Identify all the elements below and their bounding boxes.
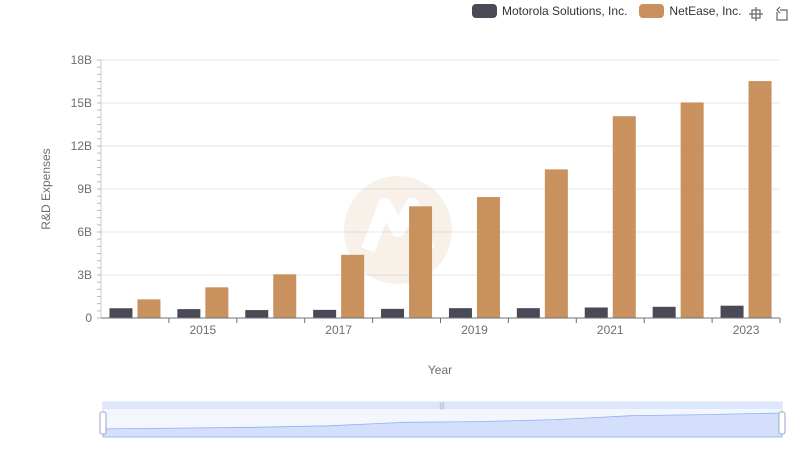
y-tick-label: 15B <box>71 96 92 110</box>
x-tick-label: 2015 <box>189 323 216 337</box>
legend: Motorola Solutions, Inc. NetEase, Inc. <box>472 4 753 18</box>
x-axis-title: Year <box>428 363 452 377</box>
bar-netease[interactable] <box>544 169 568 318</box>
legend-item-netease[interactable]: NetEase, Inc. <box>639 4 741 18</box>
bar-netease[interactable] <box>680 102 704 318</box>
bar-motorola[interactable] <box>448 308 472 318</box>
zoom-grip-icon[interactable]: ||| <box>439 403 445 410</box>
bar-netease[interactable] <box>273 274 297 318</box>
x-tick-label: 2023 <box>733 323 760 337</box>
grid-lines <box>101 59 780 276</box>
bar-netease[interactable] <box>205 287 229 318</box>
bar-netease[interactable] <box>612 116 636 318</box>
y-tick-label: 3B <box>77 268 92 282</box>
zoom-handle-left[interactable] <box>99 411 107 435</box>
bar-motorola[interactable] <box>245 310 269 318</box>
bar-motorola[interactable] <box>584 307 608 318</box>
bar-motorola[interactable] <box>109 308 133 318</box>
bar-motorola[interactable] <box>177 309 201 318</box>
x-tick-label: 2019 <box>461 323 488 337</box>
legend-swatch-motorola <box>472 4 497 18</box>
bar-netease[interactable] <box>137 299 161 318</box>
x-tick-label: 2021 <box>597 323 624 337</box>
y-tick-label: 9B <box>77 182 92 196</box>
toolbox <box>748 6 790 22</box>
y-tick-label: 0 <box>85 311 92 325</box>
bar-motorola[interactable] <box>720 305 744 318</box>
legend-label-netease: NetEase, Inc. <box>669 4 742 18</box>
bar-netease[interactable] <box>748 81 772 318</box>
zoom-icon[interactable] <box>748 6 764 22</box>
y-axis-title: R&D Expenses <box>39 148 53 229</box>
x-tick-label: 2017 <box>325 323 352 337</box>
bar-motorola[interactable] <box>313 309 337 318</box>
bar-netease[interactable] <box>476 197 500 318</box>
zoom-top-bar[interactable] <box>103 402 782 409</box>
bar-netease[interactable] <box>341 254 365 318</box>
restore-icon[interactable] <box>774 6 790 22</box>
bar-motorola[interactable] <box>652 306 676 318</box>
bar-motorola[interactable] <box>381 308 405 318</box>
zoom-handle-right[interactable] <box>778 411 786 435</box>
y-axis-ticks: 0 3B 6B 9B 12B 15B 18B <box>71 53 101 325</box>
bar-motorola[interactable] <box>516 308 540 318</box>
y-tick-label: 12B <box>71 139 92 153</box>
legend-item-motorola[interactable]: Motorola Solutions, Inc. <box>472 4 627 18</box>
y-tick-label: 6B <box>77 225 92 239</box>
legend-label-motorola: Motorola Solutions, Inc. <box>502 4 628 18</box>
legend-swatch-netease <box>639 4 665 18</box>
data-zoom-slider[interactable]: ||| <box>99 401 786 438</box>
y-tick-label: 18B <box>71 53 92 67</box>
zoom-preview-area <box>102 412 783 438</box>
bar-series <box>109 81 772 318</box>
bar-netease[interactable] <box>409 206 433 318</box>
x-axis-ticks: 2015 2017 2019 2021 2023 <box>168 318 781 337</box>
